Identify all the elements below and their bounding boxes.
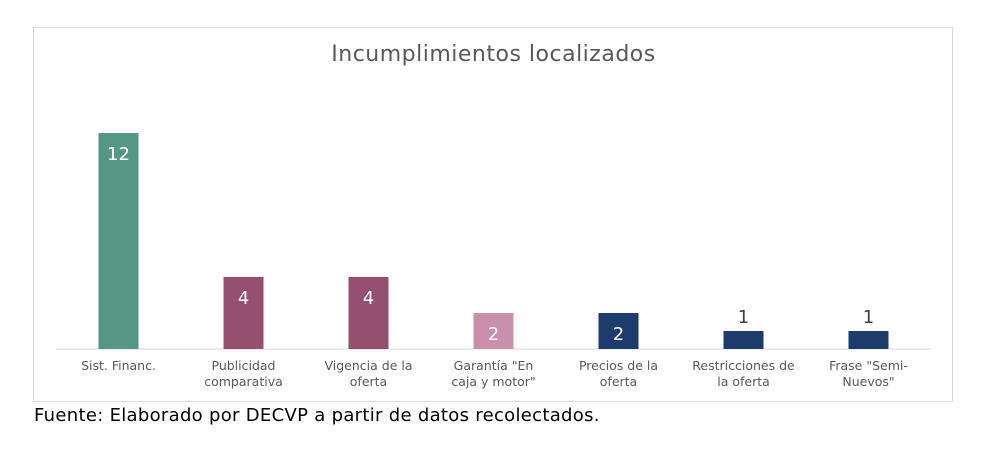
category-label-5: Precios de la oferta	[579, 358, 658, 389]
data-label-1: 12	[107, 144, 130, 165]
category-label-line: caja y motor"	[451, 374, 535, 389]
category-label-line: comparativa	[204, 374, 283, 389]
data-label-3: 4	[363, 288, 374, 309]
category-label-3: Vigencia de la oferta	[324, 358, 412, 389]
category-label-line: Nuevos"	[842, 374, 894, 389]
category-label-line: oferta	[600, 374, 637, 389]
bar-3	[348, 277, 389, 349]
data-label-6: 1	[738, 307, 749, 328]
category-label-line: Precios de la	[579, 358, 658, 373]
bar-4	[473, 313, 514, 349]
bar-1	[98, 133, 139, 349]
category-label-line: Garantía "En	[454, 358, 534, 373]
category-label-line: Frase "Semi-	[829, 358, 908, 373]
bar-2	[223, 277, 264, 349]
category-label-line: Restricciones de	[692, 358, 795, 373]
category-label-line: oferta	[350, 374, 387, 389]
category-label-line: Publicidad	[212, 358, 276, 373]
bar-5	[598, 313, 639, 349]
category-label-2: Publicidad comparativa	[204, 358, 283, 389]
category-label-line: Vigencia de la	[324, 358, 412, 373]
category-label-1: Sist. Financ.	[81, 358, 156, 373]
category-label-line: la oferta	[717, 374, 770, 389]
category-label-4: Garantía "En caja y motor"	[451, 358, 535, 389]
data-label-7: 1	[863, 307, 874, 328]
data-label-2: 4	[238, 288, 249, 309]
chart-title: Incumplimientos localizados	[331, 42, 656, 67]
data-label-4: 2	[488, 324, 499, 345]
bar-7	[848, 331, 889, 349]
data-label-5: 2	[613, 324, 624, 345]
category-label-7: Frase "Semi-Nuevos"	[829, 358, 908, 389]
category-label-line: Sist. Financ.	[81, 358, 156, 373]
category-label-6: Restricciones de la oferta	[692, 358, 795, 389]
source-note: Fuente: Elaborado por DECVP a partir de …	[34, 405, 600, 426]
bar-6	[723, 331, 764, 349]
